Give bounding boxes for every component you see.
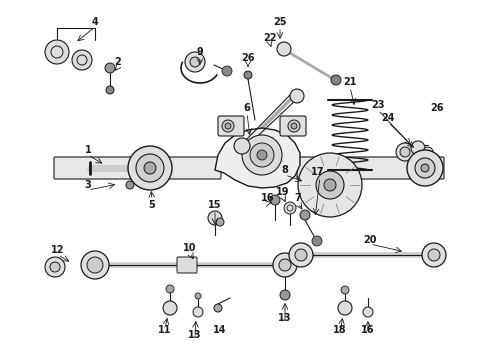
Circle shape [415, 158, 435, 178]
Circle shape [185, 52, 205, 72]
Text: 21: 21 [343, 77, 357, 87]
Circle shape [225, 123, 231, 129]
Text: 26: 26 [430, 103, 444, 113]
Text: 24: 24 [381, 113, 395, 123]
Text: 6: 6 [244, 103, 250, 113]
Circle shape [277, 42, 291, 56]
Text: 3: 3 [85, 180, 91, 190]
FancyBboxPatch shape [177, 257, 197, 273]
Circle shape [163, 301, 177, 315]
FancyBboxPatch shape [280, 116, 306, 136]
Text: 7: 7 [294, 193, 301, 203]
Circle shape [270, 195, 280, 205]
Text: 17: 17 [311, 167, 325, 177]
Text: 12: 12 [51, 245, 65, 255]
Circle shape [190, 57, 200, 67]
Text: 14: 14 [213, 325, 227, 335]
Circle shape [400, 147, 410, 157]
Circle shape [193, 307, 203, 317]
Circle shape [81, 251, 109, 279]
Circle shape [214, 304, 222, 312]
Text: 11: 11 [158, 325, 172, 335]
Circle shape [295, 249, 307, 261]
Circle shape [244, 71, 252, 79]
Circle shape [279, 259, 291, 271]
Text: 1: 1 [85, 145, 91, 155]
Circle shape [273, 253, 297, 277]
Circle shape [396, 143, 414, 161]
Circle shape [166, 285, 174, 293]
Circle shape [50, 262, 60, 272]
Circle shape [126, 181, 134, 189]
Circle shape [144, 162, 156, 174]
Circle shape [423, 147, 433, 157]
Circle shape [280, 290, 290, 300]
Circle shape [421, 164, 429, 172]
Circle shape [72, 50, 92, 70]
Circle shape [257, 150, 267, 160]
Circle shape [363, 307, 373, 317]
Circle shape [298, 153, 362, 217]
Circle shape [195, 293, 201, 299]
Text: 13: 13 [188, 330, 202, 340]
Circle shape [128, 146, 172, 190]
Circle shape [234, 138, 250, 154]
Text: 2: 2 [115, 57, 122, 67]
Circle shape [291, 123, 297, 129]
Circle shape [290, 89, 304, 103]
FancyBboxPatch shape [297, 157, 444, 179]
Circle shape [428, 249, 440, 261]
Circle shape [300, 210, 310, 220]
Text: 15: 15 [208, 200, 222, 210]
Circle shape [216, 218, 224, 226]
Text: 25: 25 [273, 17, 287, 27]
Circle shape [222, 120, 234, 132]
Circle shape [87, 257, 103, 273]
Text: 18: 18 [333, 325, 347, 335]
Circle shape [45, 257, 65, 277]
Text: 16: 16 [261, 193, 275, 203]
Text: 22: 22 [263, 33, 277, 43]
Circle shape [407, 150, 443, 186]
Text: 8: 8 [282, 165, 289, 175]
FancyBboxPatch shape [54, 157, 221, 179]
Text: 19: 19 [276, 187, 290, 197]
Circle shape [284, 202, 296, 214]
Polygon shape [215, 128, 300, 188]
Circle shape [324, 179, 336, 191]
Circle shape [289, 243, 313, 267]
Circle shape [422, 243, 446, 267]
Circle shape [222, 66, 232, 76]
Circle shape [316, 171, 344, 199]
Text: 9: 9 [196, 47, 203, 57]
Circle shape [45, 40, 69, 64]
Text: 13: 13 [278, 313, 292, 323]
Text: 26: 26 [241, 53, 255, 63]
Circle shape [136, 154, 164, 182]
Text: 23: 23 [371, 100, 385, 110]
Circle shape [208, 211, 222, 225]
Circle shape [338, 301, 352, 315]
Circle shape [105, 63, 115, 73]
Circle shape [242, 135, 282, 175]
Circle shape [106, 86, 114, 94]
Text: 20: 20 [363, 235, 377, 245]
Text: 4: 4 [92, 17, 98, 27]
Text: 5: 5 [148, 200, 155, 210]
Circle shape [312, 236, 322, 246]
Text: 16: 16 [361, 325, 375, 335]
Circle shape [250, 143, 274, 167]
Circle shape [331, 75, 341, 85]
Text: 10: 10 [183, 243, 197, 253]
FancyBboxPatch shape [218, 116, 244, 136]
Circle shape [411, 141, 425, 155]
Circle shape [288, 120, 300, 132]
Circle shape [341, 286, 349, 294]
